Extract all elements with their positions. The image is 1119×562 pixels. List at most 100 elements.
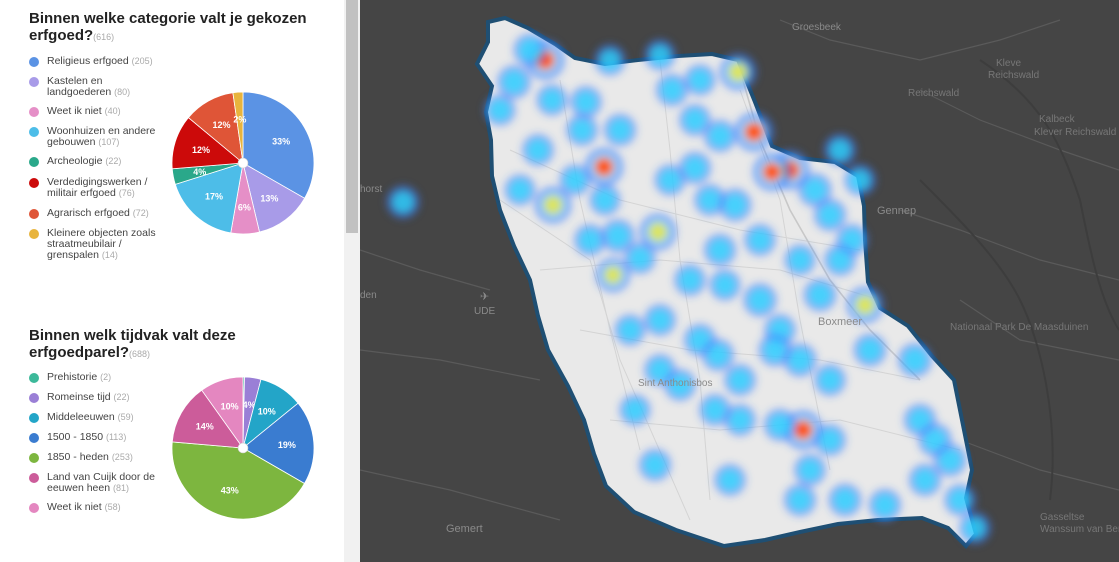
legend-count: (107) (98, 137, 120, 147)
heat-spot (659, 169, 681, 191)
heat-spot (709, 125, 731, 147)
heat-spot (764, 339, 786, 361)
legend-count: (40) (104, 106, 121, 116)
heat-spot (684, 109, 706, 131)
category-pie-chart: 33%13%6%17%4%12%12%2% (171, 91, 315, 235)
category-pie-slice[interactable] (242, 162, 306, 233)
legend-label: Archeologie (47, 155, 106, 167)
heat-spot (594, 189, 616, 211)
heat-spot (804, 179, 826, 201)
heat-spot (728, 62, 748, 82)
heat-spot (519, 39, 541, 61)
category-legend-item[interactable]: Kleinere objecten zoals straatmeubilair … (29, 228, 169, 261)
heat-spot (649, 309, 671, 331)
legend-label: Kleinere objecten zoals straatmeubilair … (47, 227, 156, 261)
heat-spot (719, 469, 741, 491)
outside-water (919, 59, 1119, 501)
legend-count: (22) (105, 156, 122, 166)
heat-spot (684, 157, 706, 179)
period-legend-item[interactable]: Land van Cuijk door de eeuwen heen (81) (29, 472, 169, 494)
category-legend-item[interactable]: Woonhuizen en andere gebouwen (107) (29, 126, 169, 148)
heat-spot (849, 169, 871, 191)
heat-spot (939, 449, 961, 471)
heat-spot (595, 158, 613, 176)
category-legend-item[interactable]: Kastelen en landgoederen (80) (29, 76, 169, 98)
heat-spot (855, 295, 875, 315)
heat-spot (661, 79, 683, 101)
heat-spot (543, 195, 563, 215)
airport-icon: ✈ (480, 290, 489, 303)
heat-spot (729, 409, 751, 431)
scrollbar-thumb[interactable] (346, 0, 358, 233)
category-pie-slice[interactable] (242, 91, 315, 199)
map-canvas[interactable]: Groesbeek Kleve Reichswald Reichswald Ka… (360, 0, 1119, 562)
legend-label: Romeinse tijd (47, 391, 114, 403)
period-legend-item[interactable]: 1850 - heden (253) (29, 452, 169, 463)
period-pie-slice[interactable] (171, 389, 244, 449)
panel-scrollbar[interactable] (344, 0, 360, 562)
category-pie-slice[interactable] (232, 91, 244, 164)
category-legend-item[interactable]: Archeologie (22) (29, 156, 169, 167)
period-title-text: Binnen welk tijdvak valt deze erfgoedpar… (29, 327, 236, 361)
category-legend-item[interactable]: Religieus erfgoed (205) (29, 56, 169, 67)
heat-spot (571, 119, 593, 141)
heat-spot (509, 179, 531, 201)
heat-spot (619, 319, 641, 341)
period-pie-slice-label: 10% (258, 406, 276, 416)
legend-label: Agrarisch erfgoed (47, 207, 133, 219)
heat-spot (799, 459, 821, 481)
category-legend-item[interactable]: Weet ik niet (40) (29, 106, 169, 117)
heat-spot (769, 414, 791, 436)
legend-label: Woonhuizen en andere gebouwen (47, 125, 156, 148)
heat-spot (914, 469, 936, 491)
period-pie-slice[interactable] (242, 402, 315, 485)
heat-spot (829, 139, 851, 161)
heat-spot (789, 489, 811, 511)
period-pie-slice[interactable] (171, 441, 306, 520)
category-pie-slice[interactable] (174, 162, 244, 234)
legend-label: Kastelen en landgoederen (47, 75, 115, 98)
period-legend-item[interactable]: Romeinse tijd (22) (29, 392, 169, 403)
survey-results-panel: Binnen welke categorie valt je gekozen e… (0, 0, 344, 562)
category-pie-slice-label: 12% (213, 120, 231, 130)
legend-label: 1500 - 1850 (47, 431, 106, 443)
place-label-den: den (360, 290, 377, 301)
heat-spot (709, 239, 731, 261)
place-label-sint-anthonisbos: Sint Anthonisbos (638, 378, 713, 389)
period-legend-item[interactable]: 1500 - 1850 (113) (29, 432, 169, 443)
legend-count: (253) (111, 452, 133, 462)
heat-spot (541, 89, 563, 111)
heat-spot (609, 119, 631, 141)
heat-spot (819, 429, 841, 451)
category-title-text: Binnen welke categorie valt je gekozen e… (29, 10, 307, 44)
legend-swatch (29, 77, 39, 87)
heat-spot (629, 247, 651, 269)
heat-spot (599, 49, 621, 71)
period-legend-item[interactable]: Weet ik niet (58) (29, 502, 169, 513)
legend-count: (80) (114, 87, 131, 97)
category-legend-item[interactable]: Verdedigingswerken / militair erfgoed (7… (29, 177, 169, 199)
legend-label: Prehistorie (47, 371, 101, 383)
heat-spot (834, 489, 856, 511)
period-legend-item[interactable]: Prehistorie (2) (29, 372, 169, 383)
heatmap-map[interactable]: Groesbeek Kleve Reichswald Reichswald Ka… (360, 0, 1119, 562)
heat-spot (819, 204, 841, 226)
heatmap-layer (386, 33, 992, 545)
heat-spot (789, 249, 811, 271)
heat-spot (649, 359, 671, 381)
legend-label: Weet ik niet (47, 105, 105, 117)
legend-label: 1850 - heden (47, 451, 112, 463)
legend-swatch (29, 373, 39, 383)
heat-spot (874, 494, 896, 516)
period-legend-item[interactable]: Middeleeuwen (59) (29, 412, 169, 423)
legend-label: Middeleeuwen (47, 411, 118, 423)
period-pie-slice[interactable] (201, 376, 244, 450)
outside-roads (360, 19, 1119, 521)
legend-count: (81) (112, 483, 129, 493)
heat-spot (924, 429, 946, 451)
legend-count: (72) (132, 208, 149, 218)
legend-label: Religieus erfgoed (47, 55, 132, 67)
category-legend-item[interactable]: Agrarisch erfgoed (72) (29, 208, 169, 219)
category-pie-slice-label: 13% (260, 194, 278, 204)
legend-swatch (29, 433, 39, 443)
